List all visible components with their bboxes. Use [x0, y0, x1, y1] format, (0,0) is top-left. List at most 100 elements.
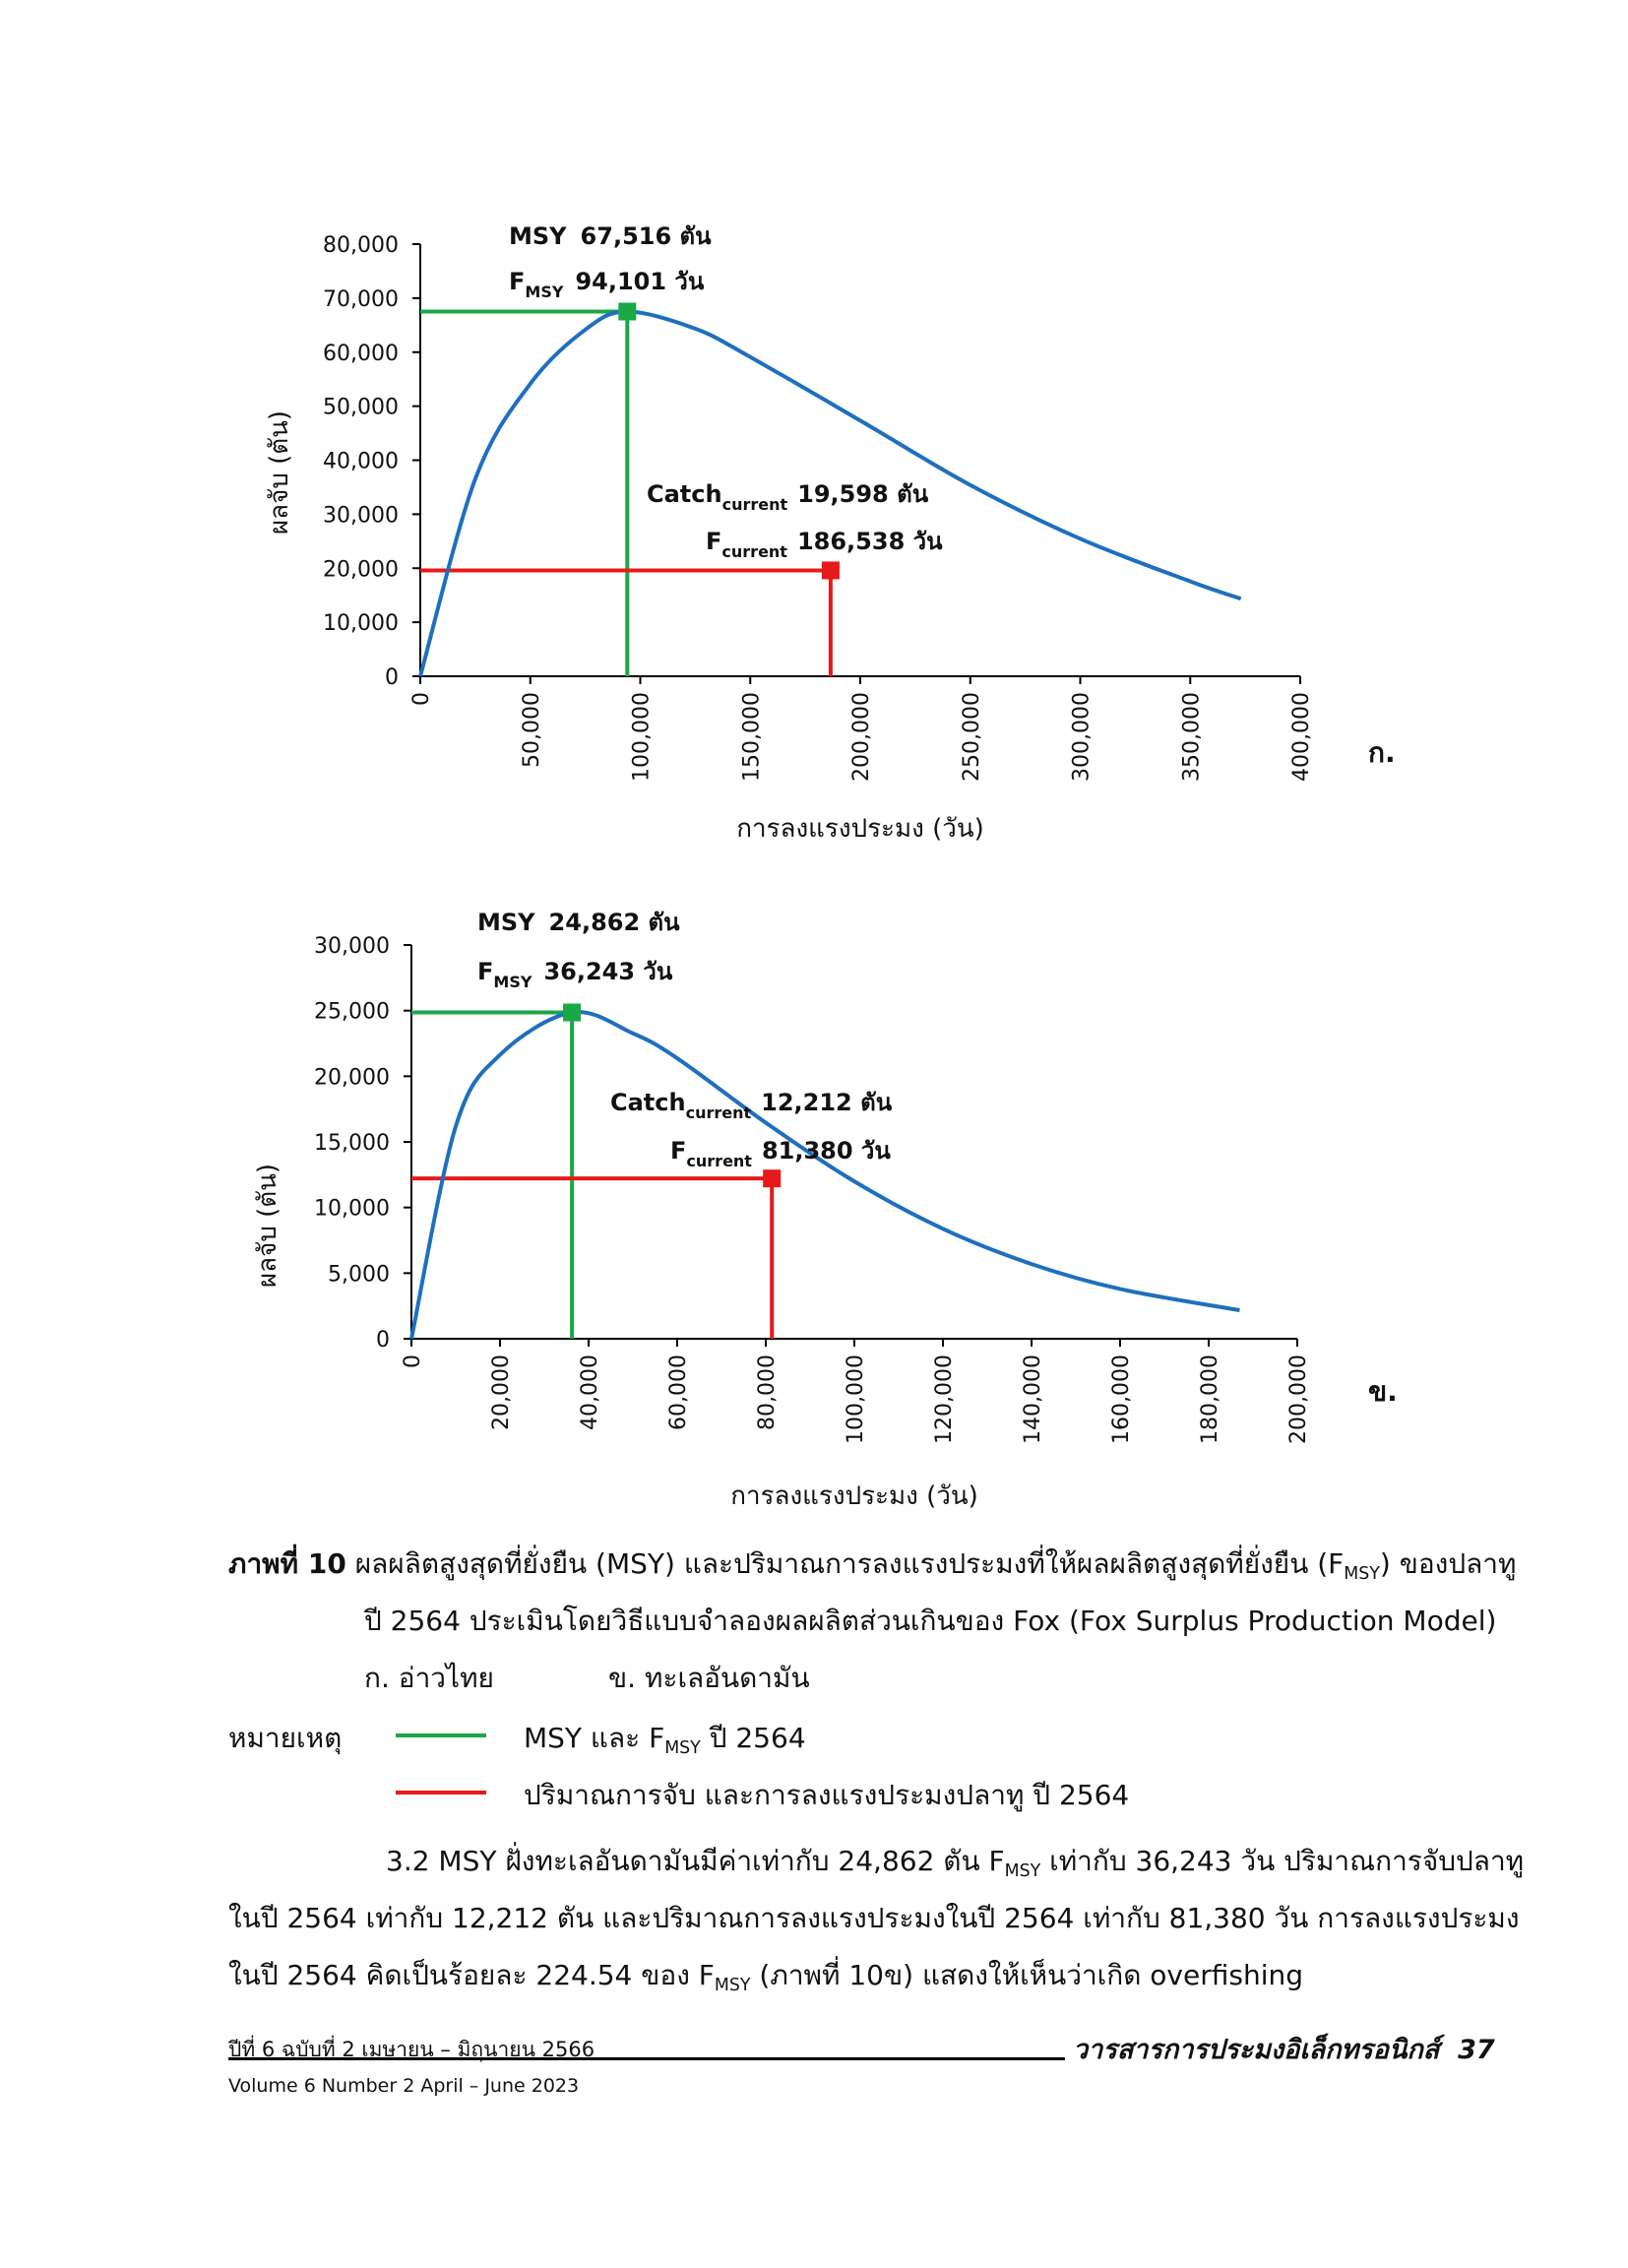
caption-panel-a: ก. อ่าวไทย [364, 1662, 494, 1694]
chart-b-y-tick-label: 0 [376, 1328, 390, 1353]
chart-b-fmsy-label-base: F [477, 958, 493, 985]
chart-a-y-tick-label: 10,000 [323, 611, 399, 636]
chart-b-catch-label-value: 12,212 ตัน [761, 1089, 893, 1116]
chart-b-catch-label-sub: current [686, 1103, 752, 1122]
chart-a-y-tick-label: 60,000 [323, 342, 399, 366]
chart-a-current-marker [821, 561, 840, 580]
chart-a-y-tick-label: 80,000 [323, 233, 399, 258]
chart-b-x-tick-label: 80,000 [755, 1354, 780, 1430]
chart-a-fcur-label-sub: current [721, 542, 787, 561]
chart-b-msy-label: MSY 24,862 ตัน [477, 909, 680, 936]
chart-b-catch-label-base: Catch [610, 1089, 686, 1116]
legend-text-current: ปริมาณการจับ และการลงแรงประมงปลาทู ปี 25… [524, 1779, 1130, 1811]
footer-rule [228, 2057, 1065, 2060]
chart-a-msy-label: MSY 67,516 ตัน [509, 222, 712, 250]
chart-a-fmsy-label-base: F [509, 268, 525, 295]
chart-a-y-tick-label: 40,000 [323, 450, 399, 474]
chart-a-catch-label-value: 19,598 ตัน [797, 480, 929, 508]
chart-b-fcur-label-base: F [670, 1137, 686, 1165]
chart-b-x-axis-title: การลงแรงประมง (วัน) [730, 1481, 978, 1511]
chart-a-x-axis-title: การลงแรงประมง (วัน) [736, 814, 984, 844]
chart-a-msy-marker [618, 302, 637, 321]
chart-b-fcur-label: Fcurrent 81,380 วัน [670, 1137, 891, 1170]
chart-a-fmsy-label-value: 94,101 วัน [575, 268, 704, 295]
caption-line1: ผลผลิตสูงสุดที่ยั่งยืน (MSY) และปริมาณกา… [354, 1547, 1517, 1585]
chart-a-x-tick-label: 100,000 [630, 692, 655, 782]
chart-b-y-axis-title: ผลจับ (ตัน) [253, 1164, 282, 1288]
legend-swatch-red [396, 1791, 486, 1795]
chart-a-y-axis-title: ผลจับ (ตัน) [265, 410, 294, 535]
chart-a-x-tick-label: 400,000 [1289, 692, 1314, 782]
figure-caption: ภาพที่ 10 ผลผลิตสูงสุดที่ยั่งยืน (MSY) แ… [228, 1536, 1516, 1707]
body-paragraph: 3.2 MSY ฝั่งทะเลอันดามันมีค่าเท่ากับ 24,… [228, 1833, 1525, 2004]
chart-a-x-tick-label: 350,000 [1179, 692, 1204, 782]
chart-a-fmsy-label: FMSY 94,101 วัน [509, 268, 705, 301]
chart-b-x-tick-label: 40,000 [578, 1354, 602, 1430]
chart-b-msy-label-prefix: MSY [477, 909, 535, 936]
page-number: 37 [1458, 2035, 1495, 2065]
panel-label-b: ข. [1368, 1375, 1398, 1408]
chart-a-fcur-label-value: 186,538 วัน [797, 528, 943, 555]
chart-a-yield-curve [418, 309, 1242, 677]
chart-b-fmsy-label: FMSY 36,243 วัน [477, 958, 673, 991]
caption-panel-b: ข. ทะเลอันดามัน [608, 1662, 810, 1694]
legend-swatch-green [396, 1733, 486, 1737]
chart-a-y-tick-label: 0 [385, 665, 399, 690]
chart-a-x-tick-label: 300,000 [1070, 692, 1095, 782]
chart-a-x-tick-label: 50,000 [520, 692, 544, 768]
chart-a-fmsy-label-sub: MSY [525, 283, 563, 301]
chart-b-fmsy-label-sub: MSY [493, 973, 532, 991]
chart-b-msy-marker [563, 1003, 582, 1022]
footer-issue-th: ปีที่ 6 ฉบับที่ 2 เมษายน – มิถุนายน 2566 [228, 2038, 595, 2061]
chart-b-yield-curve [409, 1010, 1240, 1340]
chart-a-x-tick-label: 0 [409, 692, 434, 706]
chart-a-catch-label: Catchcurrent 19,598 ตัน [647, 480, 929, 514]
paragraph-line3: ในปี 2564 คิดเป็นร้อยละ 224.54 ของ FMSY … [228, 1959, 1303, 1996]
chart-b-y-tick-label: 25,000 [314, 1000, 390, 1025]
chart-b-x-tick-label: 120,000 [932, 1354, 957, 1444]
chart-a-msy-label-prefix: MSY [509, 222, 567, 250]
chart-b-fcur-label-sub: current [686, 1152, 752, 1170]
legend-text-msy: MSY และ FMSY ปี 2564 [524, 1722, 806, 1759]
chart-b-catch-label: Catchcurrent 12,212 ตัน [610, 1089, 893, 1122]
chart-b-y-tick-label: 20,000 [314, 1065, 390, 1090]
chart-a: 0 10,000 20,000 30,000 40,000 50,000 60,000 70,… [265, 222, 1314, 844]
caption-panels: ก. อ่าวไทย ข. ทะเลอันดามัน [228, 1650, 1488, 1707]
chart-a-msy-label-value: 67,516 ตัน [581, 222, 713, 250]
chart-b-fmsy-label-value: 36,243 วัน [543, 958, 672, 985]
chart-a-catch-label-base: Catch [647, 480, 722, 508]
figure-label: ภาพที่ 10 [228, 1547, 346, 1580]
chart-b-x-tick-label: 200,000 [1286, 1354, 1311, 1444]
panel-label-a: ก. [1368, 736, 1396, 769]
chart-b-x-tick-label: 20,000 [489, 1354, 514, 1430]
chart-a-y-tick-label: 70,000 [323, 287, 399, 312]
chart-b-x-tick-label: 0 [401, 1354, 425, 1368]
chart-b: 0 5,000 10,000 15,000 20,000 25,000 30,000 0 20,… [253, 909, 1311, 1511]
chart-b-y-tick-label: 5,000 [328, 1262, 390, 1287]
chart-a-fcur-label-base: F [706, 528, 721, 555]
footer-journal: วารสารการประมงอิเล็กทรอนิกส์ 37 [1073, 2035, 1495, 2065]
chart-b-x-tick-label: 180,000 [1198, 1354, 1222, 1444]
footer-issue-en: Volume 6 Number 2 April – June 2023 [228, 2075, 580, 2097]
chart-a-y-tick-label: 20,000 [323, 557, 399, 582]
chart-b-x-tick-label: 60,000 [666, 1354, 691, 1430]
chart-a-catch-label-sub: current [722, 495, 788, 514]
legend-title: หมายเหตุ [228, 1722, 343, 1754]
chart-b-x-tick-label: 160,000 [1109, 1354, 1134, 1444]
chart-a-fcur-label: Fcurrent 186,538 วัน [706, 528, 943, 561]
chart-a-x-tick-label: 200,000 [849, 692, 874, 782]
chart-b-y-tick-label: 10,000 [314, 1197, 390, 1222]
chart-b-msy-label-value: 24,862 ตัน [549, 909, 681, 936]
chart-a-y-tick-label: 50,000 [323, 396, 399, 420]
chart-b-current-marker [763, 1169, 782, 1188]
chart-b-x-tick-label: 140,000 [1021, 1354, 1045, 1444]
chart-a-y-tick-label: 30,000 [323, 503, 399, 528]
chart-b-y-tick-label: 15,000 [314, 1131, 390, 1156]
paragraph-line2: ในปี 2564 เท่ากับ 12,212 ตัน และปริมาณกา… [228, 1902, 1520, 1934]
paragraph-line1: 3.2 MSY ฝั่งทะเลอันดามันมีค่าเท่ากับ 24,… [386, 1845, 1525, 1882]
chart-a-x-tick-label: 250,000 [960, 692, 984, 782]
chart-b-y-tick-label: 30,000 [314, 934, 390, 959]
chart-b-x-tick-label: 100,000 [844, 1354, 868, 1444]
caption-line2: ปี 2564 ประเมินโดยวิธีแบบจำลองผลผลิตส่วน… [364, 1605, 1497, 1637]
chart-b-fcur-label-value: 81,380 วัน [762, 1137, 891, 1165]
